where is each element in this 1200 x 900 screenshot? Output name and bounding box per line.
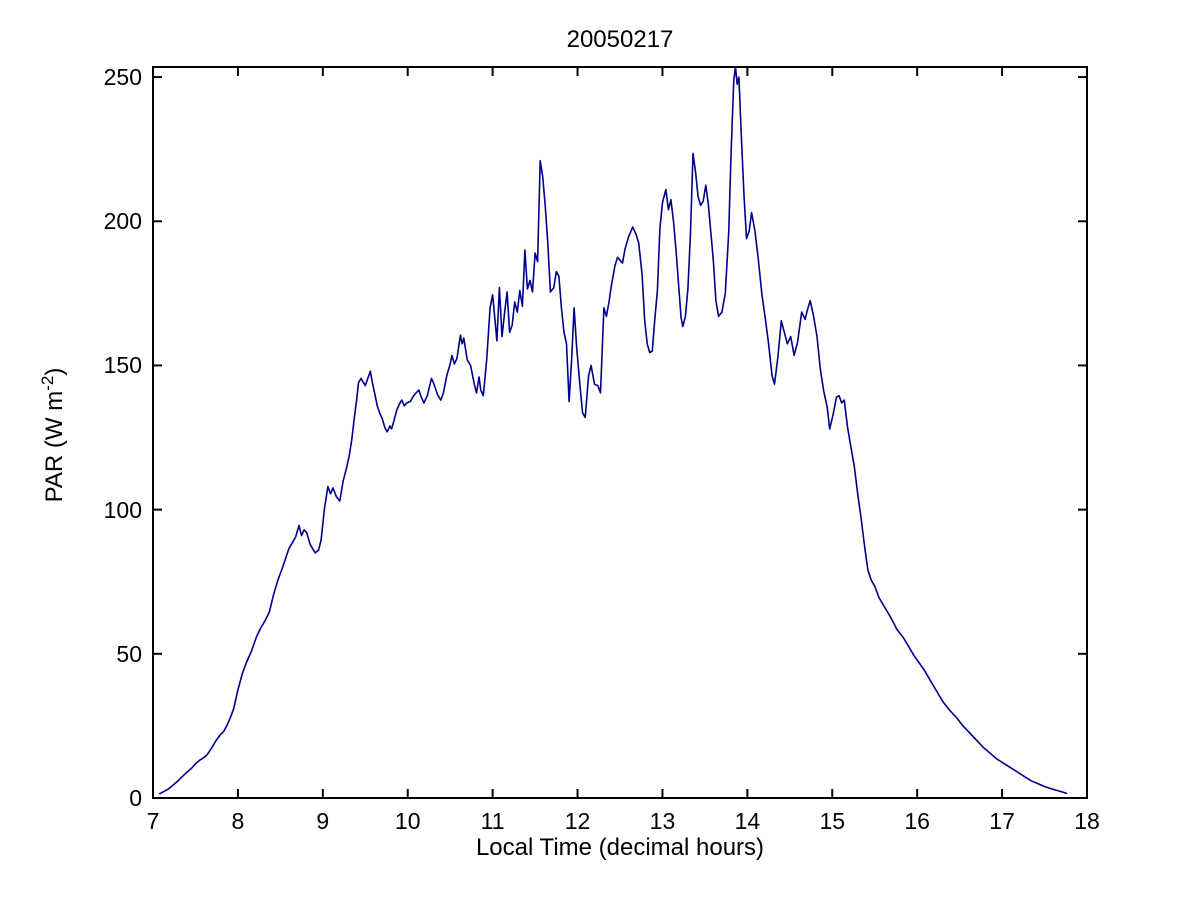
axes-box [152, 66, 1088, 799]
x-tick-label: 18 [1074, 808, 1100, 834]
x-tick-label: 16 [904, 808, 930, 834]
y-tick-label: 250 [103, 64, 142, 91]
chart-title: 20050217 [566, 26, 674, 53]
y-axis-label-superscript: -2 [38, 375, 57, 391]
y-tick-label: 200 [103, 208, 142, 235]
x-axis-label: Local Time (decimal hours) [475, 834, 765, 861]
x-tick-label: 12 [564, 808, 591, 834]
x-tick-label: 17 [989, 808, 1015, 834]
y-axis-label-text: PAR (W m [41, 390, 68, 503]
par-data-line [159, 66, 1068, 795]
x-tick-label: 8 [231, 808, 245, 834]
y-tick-label: 100 [103, 496, 142, 523]
x-tick-label: 11 [480, 808, 505, 834]
y-tick-label: 0 [129, 785, 142, 811]
x-tick-label: 15 [819, 808, 846, 834]
x-tick-label: 14 [734, 808, 761, 834]
x-tick-label: 13 [649, 808, 676, 834]
y-tick-label: 50 [116, 640, 142, 667]
x-tick-label: 10 [394, 808, 421, 834]
y-axis-label: PAR (W m-2) [38, 235, 75, 635]
x-tick-label: 7 [146, 808, 160, 834]
y-tick-label: 150 [103, 352, 142, 379]
y-axis-label-close: ) [41, 367, 68, 376]
x-tick-label: 9 [316, 808, 330, 834]
tick-marks [152, 67, 1088, 799]
